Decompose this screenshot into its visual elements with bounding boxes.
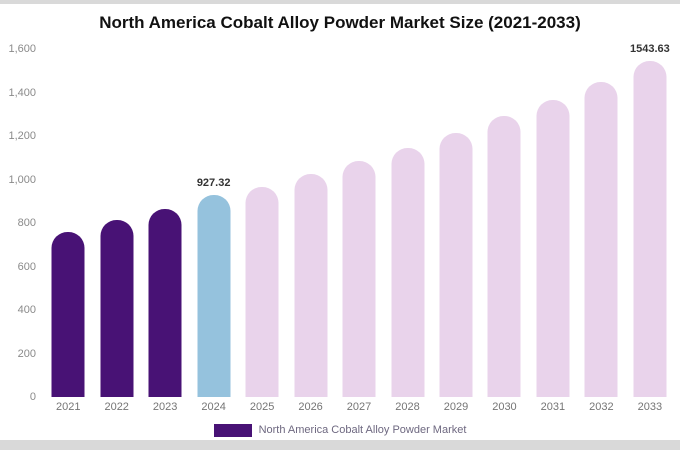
bar-2033 xyxy=(633,61,667,397)
y-axis-tick: 400 xyxy=(17,304,36,316)
bar-2025 xyxy=(245,187,279,397)
bar-2030 xyxy=(487,116,521,397)
x-axis-label: 2033 xyxy=(637,401,663,413)
y-axis-tick: 0 xyxy=(29,391,36,403)
bar-slot: 927.32 xyxy=(189,49,237,397)
page-frame-top xyxy=(0,0,680,4)
plot-area: 0 200 400 600 800 1,000 1,200 1,400 1,600 927.32… xyxy=(0,42,680,403)
legend-label: North America Cobalt Alloy Powder Market xyxy=(258,424,467,436)
bar-slot xyxy=(432,49,480,397)
x-axis-label: 2028 xyxy=(395,401,420,413)
bar-2028 xyxy=(391,147,425,397)
bar-2031 xyxy=(536,100,570,397)
bar-slot xyxy=(529,49,577,397)
bar-slot xyxy=(92,49,140,397)
x-axis-label: 2023 xyxy=(152,401,178,413)
page-frame-bottom xyxy=(0,440,680,450)
bar-slot: 1543.63 xyxy=(626,43,674,397)
y-axis-tick: 800 xyxy=(17,217,36,229)
chart-title: North America Cobalt Alloy Powder Market… xyxy=(99,13,581,32)
chart-panel: North America Cobalt Alloy Powder Market… xyxy=(0,4,680,440)
legend: North America Cobalt Alloy Powder Market xyxy=(0,422,680,438)
bar-slot xyxy=(286,49,334,397)
bar-slot xyxy=(577,49,625,397)
y-axis-tick: 1,000 xyxy=(8,173,36,186)
bar-slot xyxy=(383,49,431,397)
bar-slot xyxy=(44,49,92,397)
bar-slot xyxy=(480,49,528,397)
data-label: 1543.63 xyxy=(629,43,670,56)
bar-2021 xyxy=(51,231,85,397)
bar-2022 xyxy=(100,220,134,397)
y-axis-tick: 1,400 xyxy=(8,86,36,99)
bar-2027 xyxy=(342,161,376,397)
x-axis-label: 2022 xyxy=(104,401,129,413)
x-axis-label: 2032 xyxy=(589,401,614,413)
x-axis-label: 2021 xyxy=(55,401,81,413)
bar-2029 xyxy=(439,132,473,397)
x-axis-label: 2031 xyxy=(540,401,566,413)
x-axis-label: 2027 xyxy=(346,401,372,413)
bar-slot xyxy=(335,49,383,397)
x-axis-label: 2024 xyxy=(201,401,226,413)
y-axis-tick: 1,200 xyxy=(8,130,36,142)
bars: 927.32 1543.63 xyxy=(44,43,674,397)
x-axis-label: 2026 xyxy=(298,401,323,413)
y-axis-tick: 1,600 xyxy=(8,43,36,55)
y-axis-tick: 200 xyxy=(17,347,36,360)
x-axis-label: 2029 xyxy=(443,401,469,413)
data-label: 927.32 xyxy=(196,177,231,190)
x-axis-label: 2030 xyxy=(492,401,517,413)
bar-2032 xyxy=(584,82,618,397)
y-axis: 0 200 400 600 800 1,000 1,200 1,400 1,600 xyxy=(0,43,40,403)
bar-2023 xyxy=(148,209,182,397)
bar-2024 xyxy=(197,195,231,397)
y-axis-tick: 600 xyxy=(17,260,36,273)
bar-slot xyxy=(238,49,286,397)
bar-2026 xyxy=(294,174,328,397)
x-axis-label: 2025 xyxy=(249,401,275,413)
bar-slot xyxy=(141,49,189,397)
legend-swatch xyxy=(213,423,252,437)
x-axis: 2021 2022 2023 2024 2025 2026 2027 2028 2029 2030… xyxy=(44,401,674,413)
